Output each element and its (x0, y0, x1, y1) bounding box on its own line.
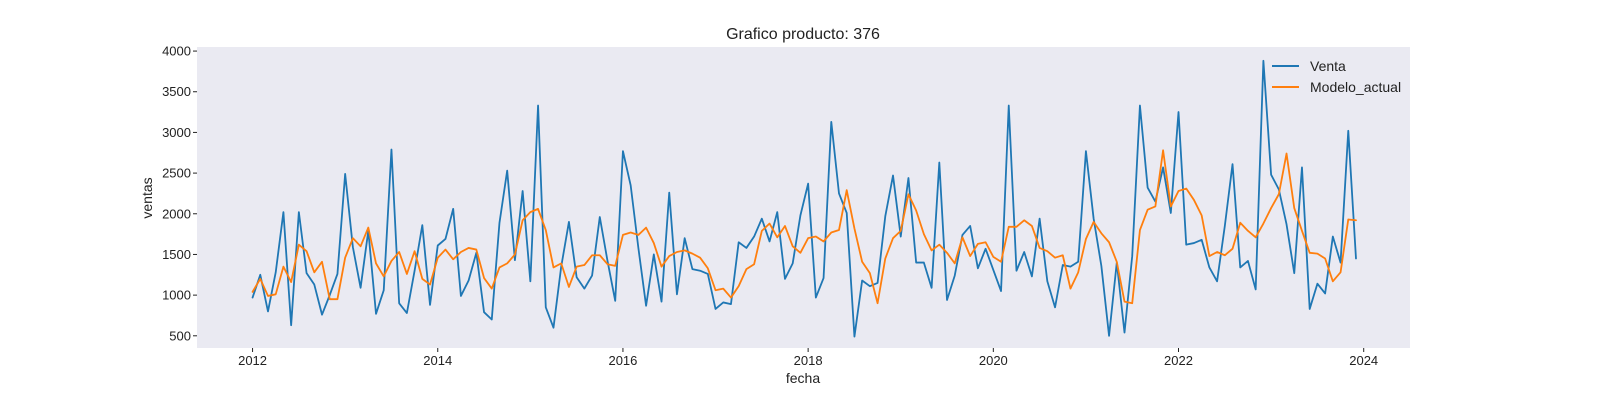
x-tick-label: 2012 (238, 353, 267, 368)
y-tick-label: 3000 (162, 125, 191, 140)
series-lines (251, 59, 1357, 338)
series-line-modelo-actual (251, 149, 1357, 305)
y-axis-title: ventas (139, 177, 155, 218)
chart-title: Grafico producto: 376 (726, 26, 880, 43)
legend-label: Modelo_actual (1310, 79, 1401, 95)
legend: Venta Modelo_actual (1272, 58, 1401, 95)
x-axis-title: fecha (786, 370, 820, 386)
x-tick-label: 2016 (608, 353, 637, 368)
x-tick-label: 2022 (1164, 353, 1193, 368)
y-tick-label: 2500 (162, 166, 191, 181)
x-tick-label: 2014 (423, 353, 452, 368)
x-tick-label: 2024 (1349, 353, 1378, 368)
y-tick-label: 500 (169, 328, 191, 343)
y-axis: 500 1000 1500 2000 2500 3000 3500 4000 (162, 44, 197, 343)
y-tick-label: 3500 (162, 84, 191, 99)
y-tick-label: 2000 (162, 206, 191, 221)
x-axis: 2012 2014 2016 2018 2020 2022 2024 (238, 348, 1378, 368)
y-tick-label: 4000 (162, 44, 191, 59)
x-tick-label: 2020 (979, 353, 1008, 368)
x-tick-label: 2018 (794, 353, 823, 368)
y-tick-label: 1000 (162, 288, 191, 303)
y-tick-label: 1500 (162, 247, 191, 262)
legend-label: Venta (1310, 58, 1346, 74)
series-line-venta (251, 59, 1357, 338)
